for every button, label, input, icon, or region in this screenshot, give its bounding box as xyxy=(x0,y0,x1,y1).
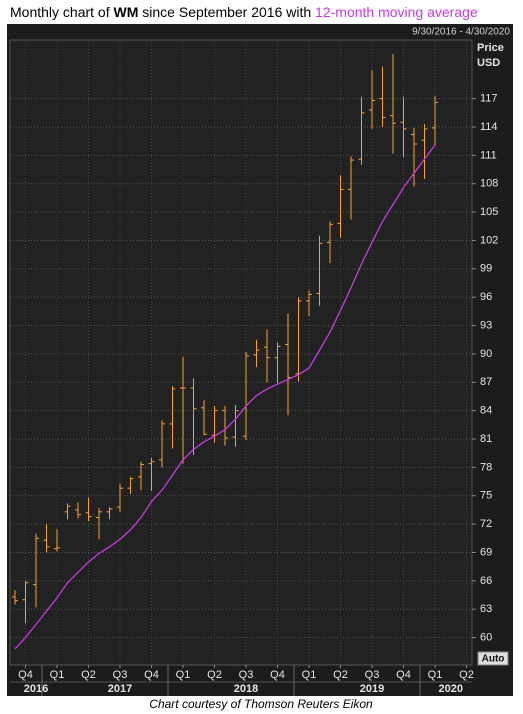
x-tick-label: Q3 xyxy=(239,669,254,681)
year-label: 2017 xyxy=(108,683,132,695)
x-tick-label: Q4 xyxy=(270,669,285,681)
y-tick-label: 90 xyxy=(480,348,492,360)
y-tick-label: 63 xyxy=(480,603,492,615)
title-ticker: WM xyxy=(114,4,139,20)
auto-button[interactable] xyxy=(477,651,509,666)
y-tick-label: 111 xyxy=(480,149,497,161)
title-prefix: Monthly chart of xyxy=(10,4,114,20)
y-tick-label: 96 xyxy=(480,291,492,303)
x-tick-label: Q2 xyxy=(207,669,222,681)
year-label: 2016 xyxy=(24,683,48,695)
y-tick-label: 99 xyxy=(480,263,492,275)
x-tick-label: Q4 xyxy=(396,669,411,681)
y-tick-label: 72 xyxy=(480,518,492,530)
ohlc-bars xyxy=(12,54,438,624)
y-tick-label: 60 xyxy=(480,631,492,643)
x-tick-label: Q1 xyxy=(50,669,65,681)
y-tick-label: 78 xyxy=(480,461,492,473)
x-tick-label: Q3 xyxy=(113,669,128,681)
y-tick-label: 117 xyxy=(480,93,498,105)
x-tick-label: Q4 xyxy=(144,669,159,681)
y-tick-label: 75 xyxy=(480,490,492,502)
y-tick-label: 84 xyxy=(480,405,492,417)
x-tick-label: Q1 xyxy=(302,669,317,681)
x-tick-label: Q2 xyxy=(333,669,348,681)
grid xyxy=(10,40,472,665)
x-tick-label: Q1 xyxy=(176,669,191,681)
date-range: 9/30/2016 - 4/30/2020 xyxy=(412,27,510,38)
y-tick-label: 81 xyxy=(480,433,492,445)
year-label: 2020 xyxy=(439,683,463,695)
y-tick-label: 87 xyxy=(480,376,492,388)
y-tick-label: 108 xyxy=(480,178,498,190)
x-tick-label: Q1 xyxy=(428,669,443,681)
title-ma: 12-month moving average xyxy=(315,4,478,20)
moving-average-line xyxy=(14,144,436,650)
y-tick-label: 102 xyxy=(480,234,498,246)
chart-title: Monthly chart of WM since September 2016… xyxy=(10,4,478,20)
source-caption: Chart courtesy of Thomson Reuters Eikon xyxy=(149,697,373,711)
y-axis-label: USD xyxy=(477,57,500,69)
title-middle: since September 2016 with xyxy=(138,4,315,20)
y-axis-label: Price xyxy=(477,42,504,54)
year-label: 2018 xyxy=(234,683,258,695)
plot-area xyxy=(9,39,473,666)
year-label: 2019 xyxy=(360,683,384,695)
y-tick-label: 114 xyxy=(480,121,498,133)
x-tick-label: Q2 xyxy=(81,669,96,681)
y-tick-label: 105 xyxy=(480,206,498,218)
x-tick-label: Q4 xyxy=(18,669,33,681)
y-tick-label: 69 xyxy=(480,546,492,558)
y-tick-label: 66 xyxy=(480,575,492,587)
y-tick-label: 93 xyxy=(480,319,492,331)
auto-button-label[interactable]: Auto xyxy=(482,654,505,665)
year-separators xyxy=(41,665,421,696)
x-tick-label: Q3 xyxy=(365,669,380,681)
x-tick-label: Q2 xyxy=(459,669,474,681)
